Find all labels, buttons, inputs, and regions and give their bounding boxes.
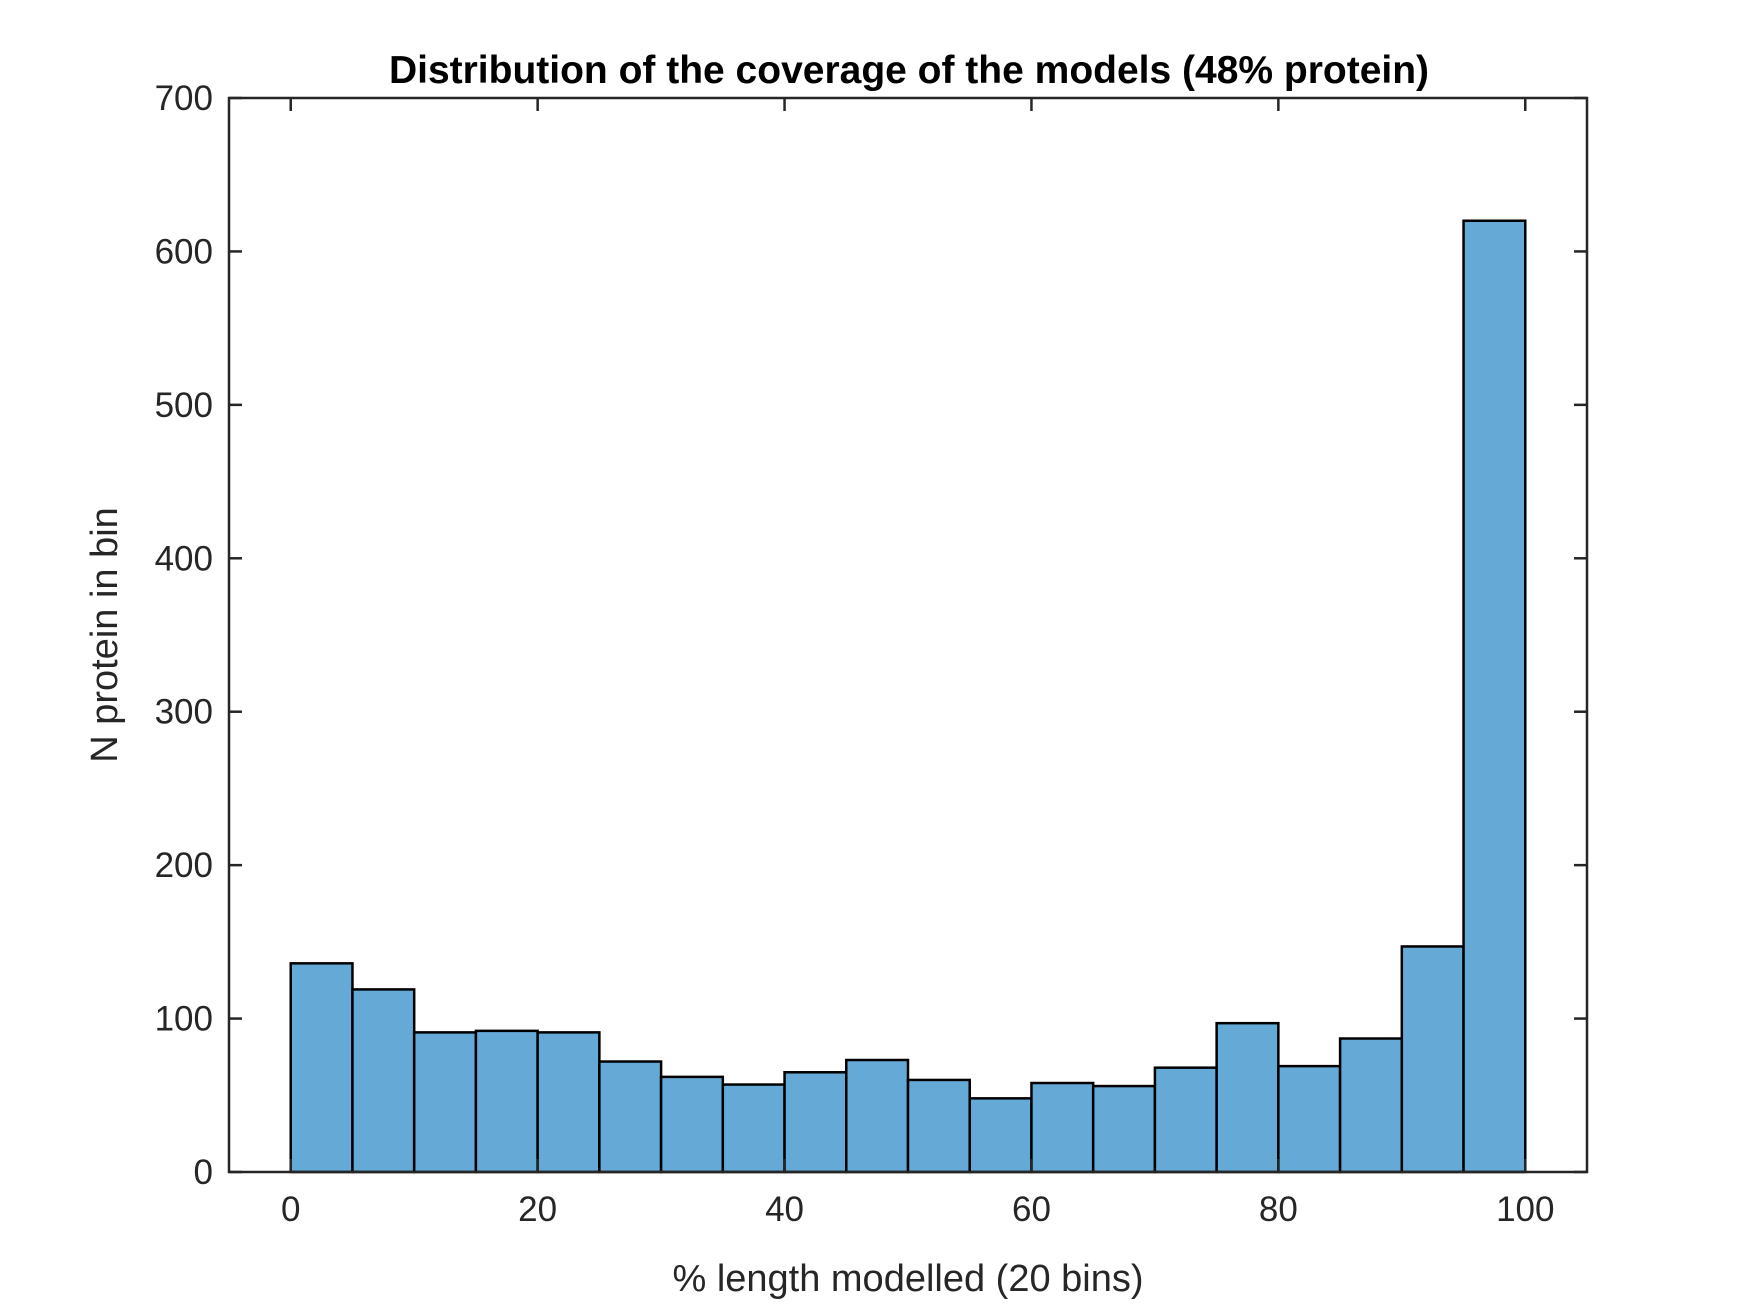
histogram-bar (783, 1071, 848, 1174)
histogram-bar (659, 1075, 725, 1174)
x-axis-label: % length modelled (20 bins) (672, 1258, 1143, 1300)
histogram-bar (351, 988, 416, 1174)
bars-group (289, 219, 1527, 1174)
y-tick-label: 600 (155, 232, 213, 271)
histogram-bar (474, 1029, 539, 1174)
plot-frame (227, 96, 1589, 1174)
x-tick-label: 40 (765, 1190, 804, 1229)
y-tick-label: 700 (155, 79, 213, 118)
histogram-bar (1153, 1066, 1218, 1174)
histogram-bar (536, 1031, 601, 1174)
histogram-bar (1462, 219, 1527, 1174)
x-tick-label: 80 (1259, 1190, 1298, 1229)
histogram-bar (721, 1083, 786, 1174)
histogram-bar (1277, 1064, 1342, 1174)
x-tick-label: 100 (1496, 1190, 1554, 1229)
y-tick-label: 300 (155, 693, 213, 732)
histogram-bar (412, 1031, 478, 1174)
chart-title: Distribution of the coverage of the mode… (389, 49, 1429, 92)
histogram-bar (1030, 1081, 1095, 1174)
y-axis-label: N protein in bin (84, 507, 126, 763)
histogram-bar (845, 1058, 910, 1174)
histogram-bar (1400, 945, 1465, 1174)
y-tick-label: 100 (155, 1000, 213, 1039)
histogram-bar (906, 1078, 971, 1174)
x-tick-label: 60 (1012, 1190, 1051, 1229)
y-tick-label: 500 (155, 386, 213, 425)
y-tick-label: 400 (155, 539, 213, 578)
histogram-bar (1091, 1084, 1157, 1174)
y-tick-label: 0 (194, 1153, 213, 1192)
x-tick-label: 20 (518, 1190, 557, 1229)
ticks-group (229, 96, 1587, 1174)
tick-labels-group: 0 20 40 60 80 100 0 100 200 300 400 500 600 700 (155, 79, 1555, 1229)
histogram-bar (289, 962, 354, 1174)
histogram-bar (968, 1097, 1033, 1174)
histogram-bar (1215, 1021, 1280, 1174)
x-tick-label: 0 (281, 1190, 300, 1229)
y-tick-label: 200 (155, 846, 213, 885)
histogram-bar (598, 1060, 663, 1174)
histogram-bar (1338, 1037, 1404, 1174)
